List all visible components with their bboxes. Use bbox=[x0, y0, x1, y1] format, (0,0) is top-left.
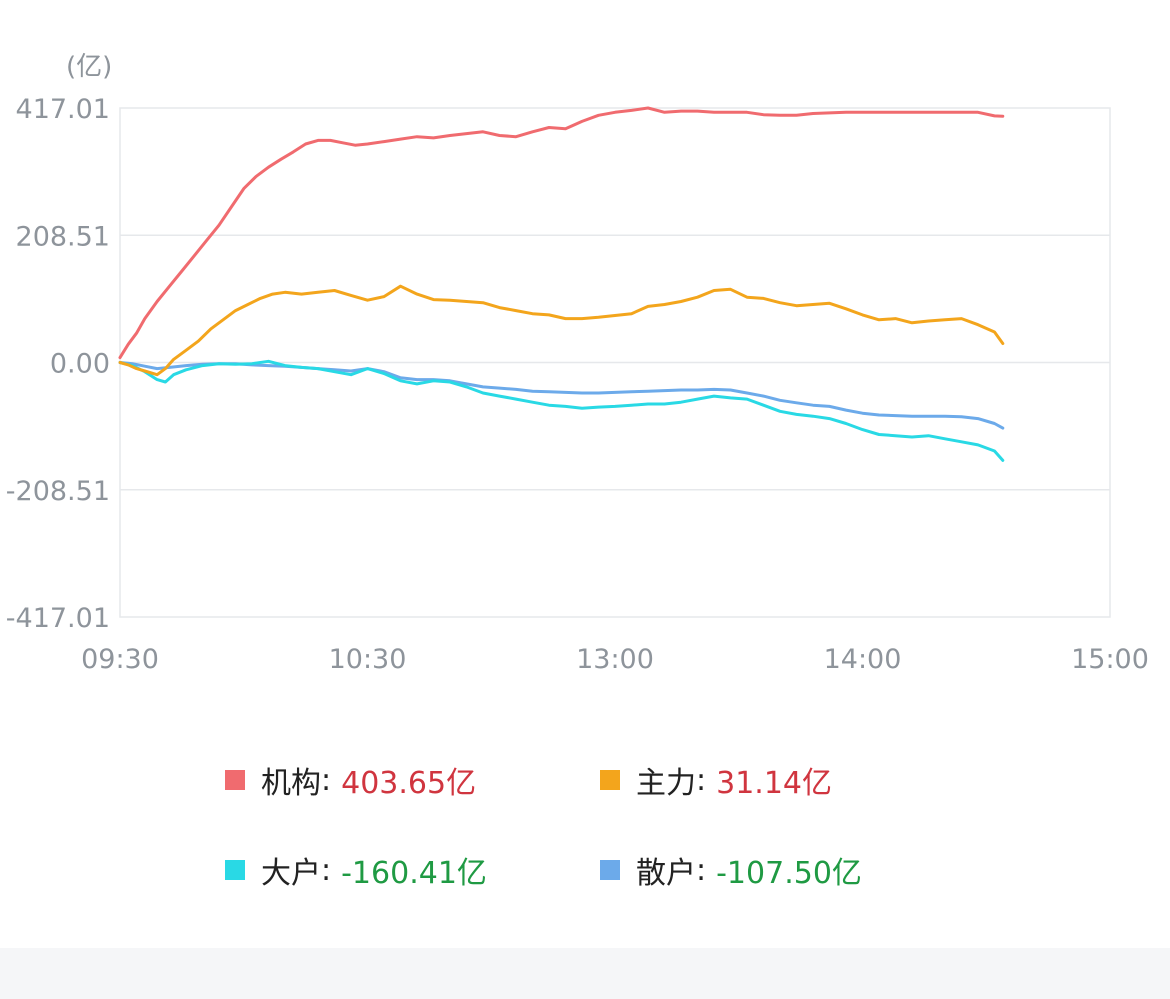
series-line-institution bbox=[118, 106, 1005, 360]
series-line-large-holder bbox=[118, 359, 1005, 462]
y-tick-label: 0.00 bbox=[50, 349, 110, 380]
legend-item-large-holder: 大户 : -160.41亿 bbox=[225, 848, 487, 892]
legend-sep: : bbox=[321, 762, 332, 798]
y-tick-label: -417.01 bbox=[6, 603, 110, 634]
legend-value-institution: 403.65亿 bbox=[341, 766, 477, 801]
legend-sep: : bbox=[696, 762, 707, 798]
legend-name-retail: 散户 bbox=[636, 856, 696, 891]
x-tick-label: 10:30 bbox=[329, 644, 407, 675]
legend-value-retail: -107.50亿 bbox=[716, 856, 862, 891]
legend-name-main-force: 主力 bbox=[636, 766, 696, 801]
chart-canvas: 417.01 208.51 0.00 -208.51 -417.01 09:30 10:30… bbox=[6, 94, 1149, 675]
legend-swatch-large-holder bbox=[225, 860, 245, 880]
x-tick-label: 15:00 bbox=[1071, 644, 1149, 675]
y-tick-label: 417.01 bbox=[16, 94, 110, 125]
legend-swatch-main-force bbox=[600, 770, 620, 790]
legend-item-main-force: 主力 : 31.14亿 bbox=[600, 758, 832, 802]
bottom-bar bbox=[0, 948, 1170, 999]
legend-sep: : bbox=[321, 852, 332, 888]
legend-value-main-force: 31.14亿 bbox=[716, 766, 832, 801]
legend-swatch-retail bbox=[600, 860, 620, 880]
y-axis-unit-label: (亿) bbox=[66, 52, 113, 82]
x-tick-label: 09:30 bbox=[81, 644, 159, 675]
legend-item-institution: 机构 : 403.65亿 bbox=[225, 758, 476, 802]
x-tick-label: 14:00 bbox=[824, 644, 902, 675]
legend-swatch-institution bbox=[225, 770, 245, 790]
legend-sep: : bbox=[696, 852, 707, 888]
series-line-retail bbox=[118, 361, 1005, 430]
legend-name-institution: 机构 bbox=[261, 766, 321, 801]
legend-item-retail: 散户 : -107.50亿 bbox=[600, 848, 862, 892]
y-tick-label: 208.51 bbox=[16, 221, 110, 252]
series-line-main-force bbox=[118, 284, 1005, 377]
legend-value-large-holder: -160.41亿 bbox=[341, 856, 487, 891]
money-flow-chart: (亿) 417.01 208.51 0.00 -208.51 -417.01 09:30 1… bbox=[6, 52, 1149, 675]
y-tick-label: -208.51 bbox=[6, 476, 110, 507]
x-tick-label: 13:00 bbox=[576, 644, 654, 675]
legend: 机构 : 403.65亿 主力 : 31.14亿 大户 : -160.41亿 散… bbox=[0, 700, 1170, 940]
legend-name-large-holder: 大户 bbox=[261, 856, 321, 891]
